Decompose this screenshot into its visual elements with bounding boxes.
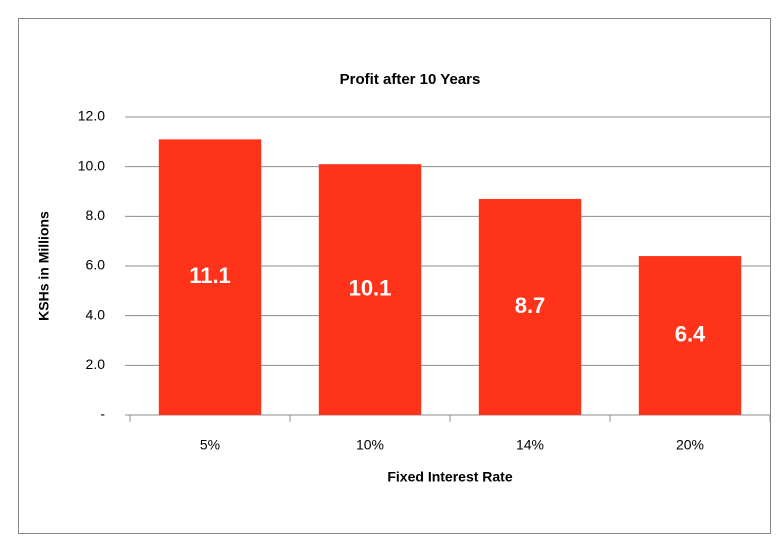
data-label: 8.7 — [515, 293, 546, 318]
y-tick-label: 6.0 — [86, 257, 106, 273]
y-tick-label: 2.0 — [86, 356, 106, 372]
bar — [318, 164, 422, 415]
x-tick-label: 10% — [356, 437, 384, 453]
chart-title: Profit after 10 Years — [340, 71, 481, 88]
data-label: 11.1 — [189, 263, 231, 288]
x-tick-label: 20% — [676, 437, 704, 453]
data-label: 6.4 — [675, 321, 706, 346]
x-tick-label: 14% — [516, 437, 544, 453]
y-tick-label: 4.0 — [86, 306, 106, 322]
y-tick-label: 8.0 — [86, 207, 106, 223]
y-axis-title: KSHs in Millions — [36, 211, 52, 321]
bar — [478, 198, 582, 415]
x-tick-label: 5% — [200, 437, 220, 453]
data-label: 10.1 — [349, 275, 392, 300]
y-tick-label: - — [100, 406, 105, 422]
y-tick-label: 10.0 — [78, 157, 105, 173]
bar — [158, 139, 262, 415]
bar — [638, 256, 742, 415]
y-tick-label: 12.0 — [78, 108, 105, 124]
x-axis-title: Fixed Interest Rate — [387, 469, 512, 485]
